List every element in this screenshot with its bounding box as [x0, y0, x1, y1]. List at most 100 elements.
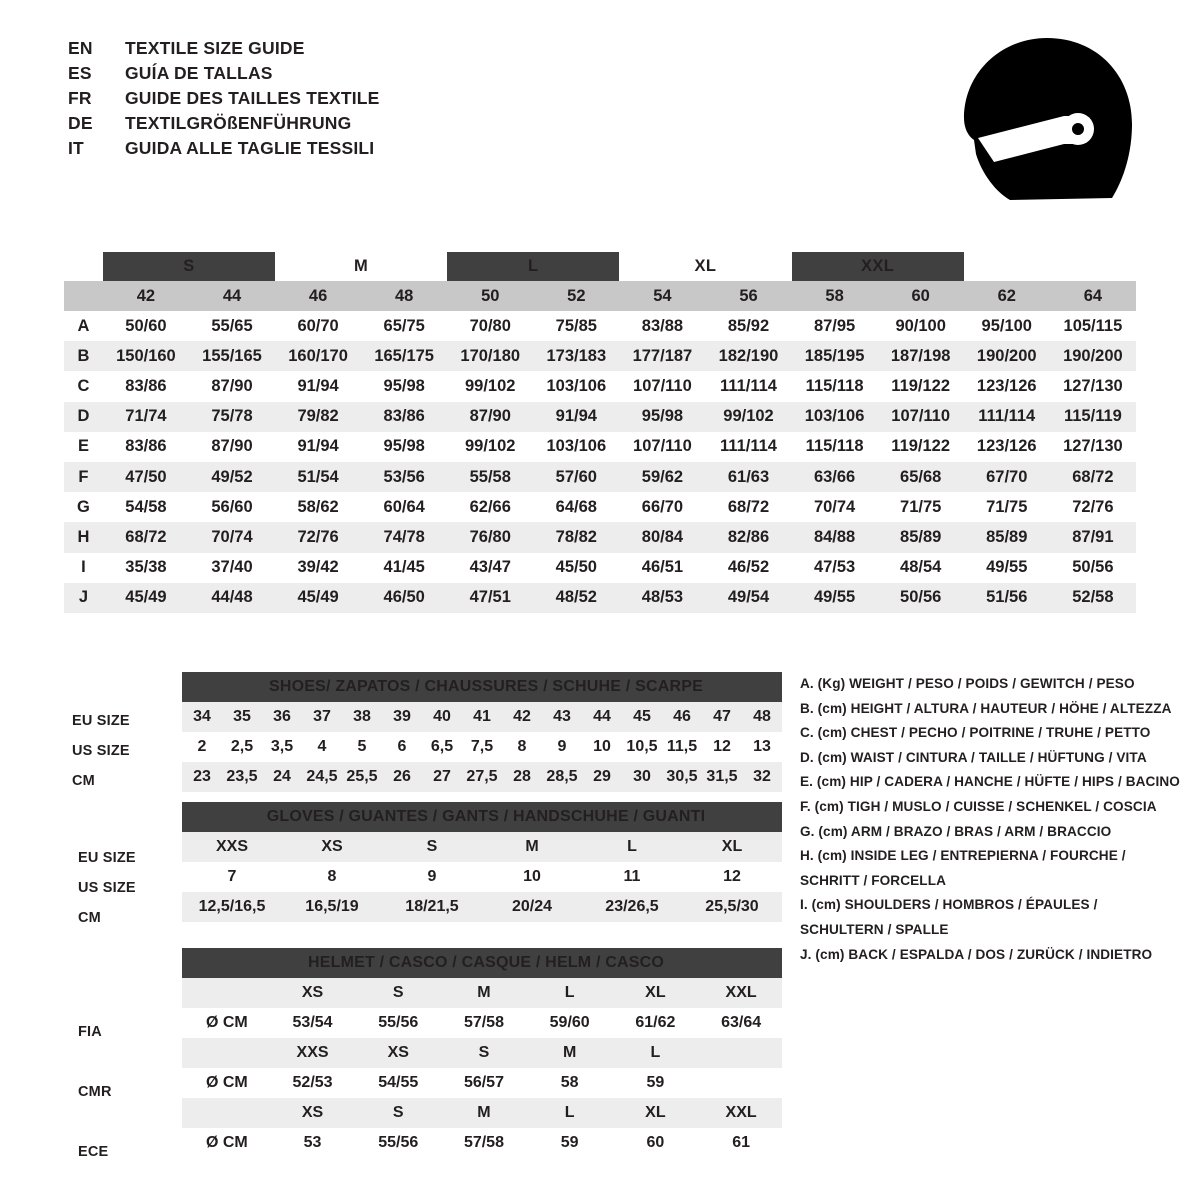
numeric-size-header: 58: [791, 281, 878, 311]
shoes-cell: 28: [502, 762, 542, 792]
numeric-size-header: 48: [361, 281, 448, 311]
measurement-cell: 48/53: [619, 582, 706, 613]
shoes-cell: 44: [582, 702, 622, 732]
helmet-unit-label: Ø CM: [182, 1008, 268, 1038]
measurement-cell: 107/110: [619, 371, 706, 402]
measurement-cell: 61/63: [705, 461, 792, 493]
measurement-cell: 53/56: [361, 461, 448, 493]
helmet-unit-label: Ø CM: [182, 1128, 268, 1158]
measurement-cell: 56/60: [188, 492, 276, 523]
measurement-cell: 68/72: [102, 522, 189, 553]
measurement-cell: 75/85: [533, 311, 620, 342]
measurement-cell: 111/114: [705, 371, 792, 402]
measurement-cell: 50/60: [102, 311, 189, 342]
size-band-s: S: [102, 252, 276, 281]
measurement-cell: 177/187: [619, 341, 706, 372]
helmet-value-cell: 59: [610, 1068, 697, 1098]
measurement-cell: 65/75: [361, 311, 448, 342]
shoes-cell: 32: [742, 762, 782, 792]
numeric-size-header: 62: [963, 281, 1050, 311]
shoes-cell: 48: [742, 702, 782, 732]
table-row: D 71/74 75/78 79/82 83/86 87/90 91/94 95/98 99/1…: [64, 401, 1136, 432]
measurement-cell: 78/82: [533, 522, 620, 553]
measurement-row-letter: H: [64, 522, 103, 553]
numeric-size-header: 42: [102, 281, 189, 311]
legend-line: I. (cm) SHOULDERS / HOMBROS / ÉPAULES /: [800, 897, 1098, 913]
measurement-cell: 54/58: [102, 492, 189, 523]
helmet-size-header: XS: [267, 1098, 354, 1128]
table-row: E 83/86 87/90 91/94 95/98 99/102 103/106 107/11…: [64, 431, 1136, 462]
measurement-cell: 107/110: [619, 431, 706, 462]
measurement-cell: 87/95: [791, 311, 878, 342]
shoes-cell: 9: [542, 732, 582, 762]
measurement-cell: 83/86: [361, 401, 448, 432]
shoes-cell: 37: [302, 702, 342, 732]
measurement-cell: 35/38: [102, 552, 189, 583]
gloves-row: XXS XS S M L XL: [182, 832, 782, 862]
size-band-row: S M L XL XXL: [64, 252, 1136, 281]
shoes-cell: 25,5: [342, 762, 382, 792]
size-band-xxl: XXL: [791, 252, 964, 281]
measurement-cell: 90/100: [877, 311, 964, 342]
measurement-cell: 49/54: [705, 582, 792, 613]
helmet-size-header: L: [610, 1038, 697, 1068]
gloves-cell: 9: [382, 862, 482, 892]
shoes-cell: 35: [222, 702, 262, 732]
helmet-size-block: FIA CMR ECE HELMET / CASCO / CASQUE / HE…: [64, 948, 784, 1178]
table-row: I 35/38 37/40 39/42 41/45 43/47 45/50 46/51 46/5…: [64, 552, 1136, 583]
gloves-cell: 20/24: [482, 892, 582, 922]
measurement-cell: 70/74: [188, 522, 276, 553]
table-row: H 68/72 70/74 72/76 74/78 76/80 78/82 80/84 82/8…: [64, 522, 1136, 553]
measurement-row-letter: B: [64, 341, 103, 372]
gloves-title-row: GLOVES / GUANTES / GANTS / HANDSCHUHE / …: [182, 802, 782, 832]
shoes-cell: 30: [622, 762, 662, 792]
measurement-cell: 48/54: [877, 552, 964, 583]
measurement-cell: 45/50: [533, 552, 620, 583]
helmet-standard-label-ece: ECE: [78, 1144, 109, 1160]
measurement-cell: 83/86: [102, 431, 189, 462]
measurement-cell: 49/55: [791, 582, 878, 613]
legend-line: SCHRITT / FORCELLA: [800, 872, 947, 888]
measurement-row-letter: J: [64, 582, 103, 613]
measurement-cell: 91/94: [275, 431, 362, 462]
helmet-size-header: XL: [610, 978, 697, 1008]
helmet-size-header: XXS: [267, 1038, 354, 1068]
measurement-cell: 60/64: [361, 492, 448, 523]
shoes-cell: 27,5: [462, 762, 502, 792]
title-row-it: IT GUIDA ALLE TAGLIE TESSILI: [68, 138, 380, 163]
helmet-standard-label-fia: FIA: [78, 1024, 102, 1040]
measurement-cell: 87/90: [447, 401, 534, 432]
measurement-cell: 46/51: [619, 552, 706, 583]
shoes-cell: 12: [702, 732, 742, 762]
gloves-cell: XL: [682, 832, 782, 862]
measurement-cell: 123/126: [963, 371, 1050, 402]
measurement-row-letter: F: [64, 461, 103, 493]
helmet-standard-label-cmr: CMR: [78, 1084, 112, 1100]
numeric-size-header: 60: [877, 281, 964, 311]
title-text: GUIDA ALLE TAGLIE TESSILI: [125, 138, 375, 158]
shoes-cell: 42: [502, 702, 542, 732]
measurement-cell: 95/98: [619, 401, 706, 432]
legend-line: SCHULTERN / SPALLE: [800, 921, 949, 937]
size-band-l: L: [447, 252, 620, 281]
title-text: TEXTILGRÖßENFÜHRUNG: [125, 113, 352, 133]
shoes-row-label-eu: EU SIZE: [72, 713, 130, 729]
measurement-cell: 82/86: [705, 522, 792, 553]
measurement-row-letter: C: [64, 371, 103, 402]
shoes-cell: 24: [262, 762, 302, 792]
legend-line: J. (cm) BACK / ESPALDA / DOS / ZURÜCK / …: [800, 946, 1153, 962]
measurement-cell: 185/195: [791, 341, 878, 372]
legend-line: E. (cm) HIP / CADERA / HANCHE / HÜFTE / …: [800, 774, 1180, 790]
helmet-table: HELMET / CASCO / CASQUE / HELM / CASCO XS…: [182, 948, 782, 1158]
shoes-row: 23 23,5 24 24,5 25,5 26 27 27,5 28 28,5 29 30 30,5 31…: [182, 762, 782, 792]
measurement-cell: 44/48: [188, 582, 276, 613]
racing-helmet-icon: [952, 32, 1142, 207]
helmet-value-cell: 63/64: [696, 1008, 782, 1038]
measurement-cell: 60/70: [275, 311, 362, 342]
measurement-cell: 51/54: [275, 461, 362, 493]
measurement-cell: 47/51: [447, 582, 534, 613]
measurement-cell: 66/70: [619, 492, 706, 523]
shoes-cell: 6,5: [422, 732, 462, 762]
helmet-size-header: L: [524, 1098, 611, 1128]
shoes-title: SHOES/ ZAPATOS / CHAUSSURES / SCHUHE / S…: [182, 672, 782, 702]
